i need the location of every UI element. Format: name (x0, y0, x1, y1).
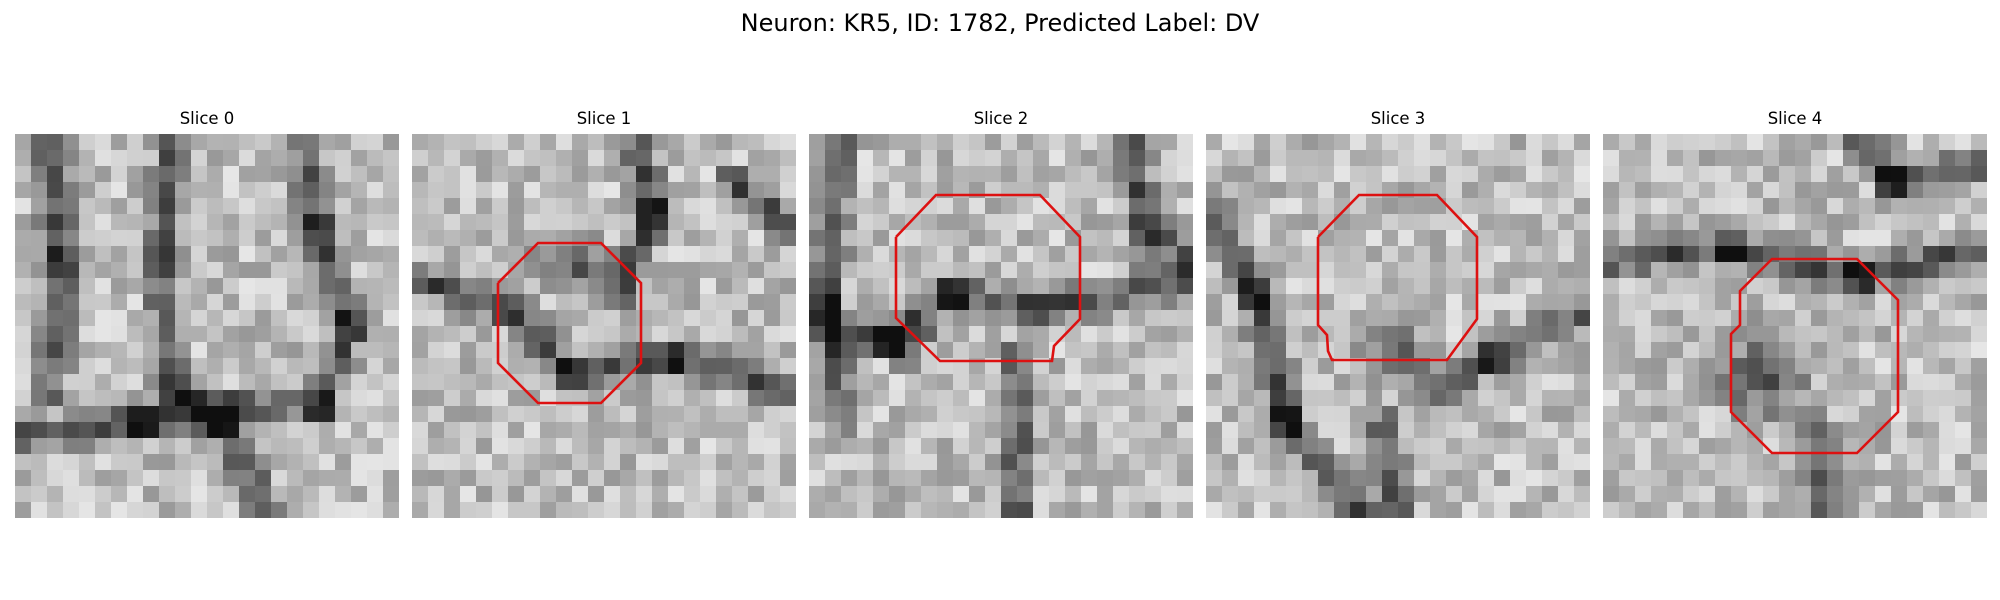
figure-title: Neuron: KR5, ID: 1782, Predicted Label: … (740, 9, 1260, 37)
slice-image (412, 134, 796, 518)
slice-image (15, 134, 399, 518)
slice-image (1206, 134, 1590, 518)
slice-image (809, 134, 1193, 518)
slice-title: Slice 4 (1767, 109, 1823, 128)
roi-outline (1316, 193, 1479, 362)
slice-title: Slice 1 (576, 109, 632, 128)
slice-title: Slice 3 (1370, 109, 1426, 128)
slice-image (1603, 134, 1987, 518)
roi-outline (496, 241, 643, 405)
roi-outline (894, 193, 1082, 363)
slice-title: Slice 0 (179, 109, 235, 128)
roi-outline (1729, 257, 1900, 455)
slice-title: Slice 2 (973, 109, 1029, 128)
